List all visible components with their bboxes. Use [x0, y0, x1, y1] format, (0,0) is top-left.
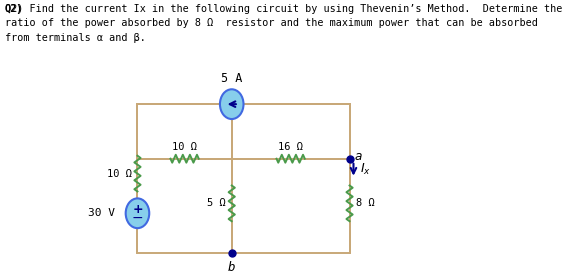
Text: Q2) Find the current Ix in the following circuit by using Thevenin’s Method.  De: Q2) Find the current Ix in the following… [5, 4, 562, 43]
Text: 10 Ω: 10 Ω [172, 142, 197, 152]
Text: 16 Ω: 16 Ω [278, 142, 303, 152]
Ellipse shape [220, 89, 244, 119]
Text: 30 V: 30 V [89, 208, 115, 218]
Text: 8 Ω: 8 Ω [356, 198, 375, 208]
Text: $I_x$: $I_x$ [360, 162, 371, 177]
Text: 5 Ω: 5 Ω [207, 198, 225, 208]
Text: −: − [132, 211, 143, 225]
Ellipse shape [126, 198, 149, 228]
Text: Q2): Q2) [5, 4, 23, 14]
Text: 10 Ω: 10 Ω [107, 169, 132, 179]
Text: b: b [228, 261, 236, 274]
Text: +: + [132, 203, 143, 216]
Text: 5 A: 5 A [221, 72, 243, 85]
Text: a: a [354, 150, 362, 163]
